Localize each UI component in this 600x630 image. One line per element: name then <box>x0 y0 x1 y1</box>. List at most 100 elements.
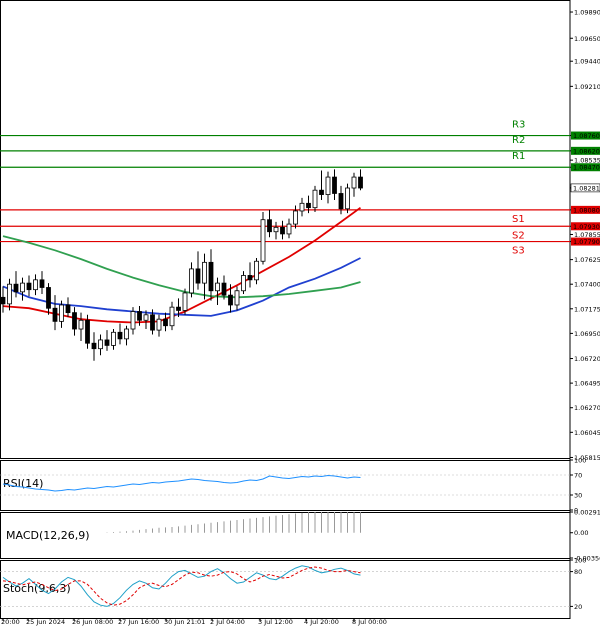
candle-body <box>52 307 58 322</box>
candle-body <box>85 319 90 344</box>
candle-body <box>267 219 272 233</box>
price-tick-label: 1.07855 <box>574 231 600 239</box>
main-pane <box>0 0 571 459</box>
candle-body <box>91 342 97 350</box>
candle-body <box>33 279 38 291</box>
candle-body <box>59 304 64 322</box>
candle-body <box>325 176 331 195</box>
rsi-line <box>2 474 361 492</box>
price-tick-label: 1.05815 <box>574 454 600 462</box>
candle-body <box>260 219 266 262</box>
candle-body <box>39 279 45 288</box>
level-label-s3: S3 <box>512 246 525 257</box>
level-label-r3: R3 <box>512 120 525 131</box>
level-price-value: 1.08470 <box>573 164 600 172</box>
level-price-box <box>571 237 600 246</box>
level-label-r2: R2 <box>512 135 525 146</box>
candle-body <box>221 282 227 296</box>
time-tick-label: 30 Jun 21:01 <box>164 618 205 626</box>
stoch-pane <box>0 560 571 619</box>
candle-body <box>241 275 246 292</box>
moving-average-1 <box>2 206 362 324</box>
level-price-box <box>571 222 600 231</box>
candle-body <box>78 319 84 330</box>
level-price-value: 1.08080 <box>573 206 600 214</box>
candle-body <box>273 226 279 233</box>
candle-body <box>247 275 253 281</box>
time-tick-label: 26 Jun 08:00 <box>72 618 113 626</box>
rsi-tick-label: 100 <box>574 457 586 465</box>
price-tick-label: 1.09210 <box>574 83 600 91</box>
candle-body <box>65 304 71 314</box>
candle-body <box>351 176 357 189</box>
time-tick-label: 20:00 <box>1 618 20 626</box>
rsi-pane <box>0 460 571 511</box>
price-tick-label: 1.06270 <box>574 404 600 412</box>
candle-body <box>130 311 136 330</box>
candle-body <box>215 282 220 292</box>
price-tick-label: 1.09440 <box>574 58 600 66</box>
candle-body <box>286 223 292 235</box>
price-tick-label: 1.07175 <box>574 305 600 313</box>
candle-body <box>338 193 344 210</box>
stoch-tick-label: 100 <box>574 557 586 565</box>
candle-body <box>143 314 149 321</box>
candle-body <box>72 312 77 330</box>
price-tick-label: 1.06950 <box>574 330 600 338</box>
macd-label: MACD(12,26,9) <box>6 529 90 542</box>
last-price-label: 1.08281 <box>573 184 600 192</box>
candle-body <box>358 176 363 189</box>
candle-body <box>156 318 162 331</box>
candle-body <box>306 202 311 209</box>
candle-body <box>169 306 175 327</box>
stoch-main-line <box>2 565 361 607</box>
level-label-s1: S1 <box>512 214 525 225</box>
candle-body <box>163 318 168 327</box>
macd-tick-label: 0.002919 <box>574 509 600 517</box>
price-tick-label: 1.09650 <box>574 35 600 43</box>
time-tick-label: 8 Jul 00:00 <box>352 618 387 626</box>
price-tick-label: 1.07625 <box>574 256 600 264</box>
candle-body <box>7 283 12 305</box>
level-price-box <box>571 146 600 155</box>
price-tick-label: 1.06720 <box>574 355 600 363</box>
candle-body <box>195 268 201 284</box>
level-price-value: 1.07790 <box>573 238 600 246</box>
candle-body <box>176 306 181 311</box>
candle-body <box>0 296 6 305</box>
level-price-value: 1.08620 <box>573 147 600 155</box>
macd-tick-label: -0.00356 <box>574 555 600 563</box>
candle-body <box>293 210 298 225</box>
time-tick-label: 2 Jul 04:00 <box>210 618 245 626</box>
rsi-tick-label: 0 <box>574 507 578 515</box>
last-price-box <box>570 183 600 193</box>
time-tick-label: 3 Jul 12:00 <box>258 618 293 626</box>
candle-body <box>117 331 123 340</box>
candle-body <box>332 176 337 194</box>
level-price-box <box>571 163 600 172</box>
candle-body <box>345 187 350 210</box>
candle-body <box>234 290 240 306</box>
level-price-box <box>571 131 600 140</box>
candle-body <box>46 287 51 309</box>
candle-body <box>319 189 324 195</box>
price-tick-label: 1.09890 <box>574 9 600 17</box>
candle-body <box>202 261 207 284</box>
candle-body <box>208 261 214 292</box>
candle-body <box>20 282 25 293</box>
candle-body <box>26 282 32 291</box>
stoch-signal-line <box>2 566 361 606</box>
level-label-s2: S2 <box>512 230 525 241</box>
price-tick-label: 1.07400 <box>574 281 600 289</box>
rsi-tick-label: 30 <box>574 492 582 500</box>
candle-body <box>137 311 142 321</box>
moving-average-2 <box>2 257 361 317</box>
level-price-value: 1.08760 <box>573 132 600 140</box>
candle-body <box>98 339 103 350</box>
macd-tick-label: 0.00 <box>574 529 588 537</box>
candle-body <box>228 294 233 306</box>
time-tick-label: 25 Jun 2024 <box>26 618 65 626</box>
price-tick-label: 1.08535 <box>574 157 600 165</box>
time-tick-label: 27 Jun 16:00 <box>118 618 159 626</box>
candle-body <box>189 268 194 294</box>
